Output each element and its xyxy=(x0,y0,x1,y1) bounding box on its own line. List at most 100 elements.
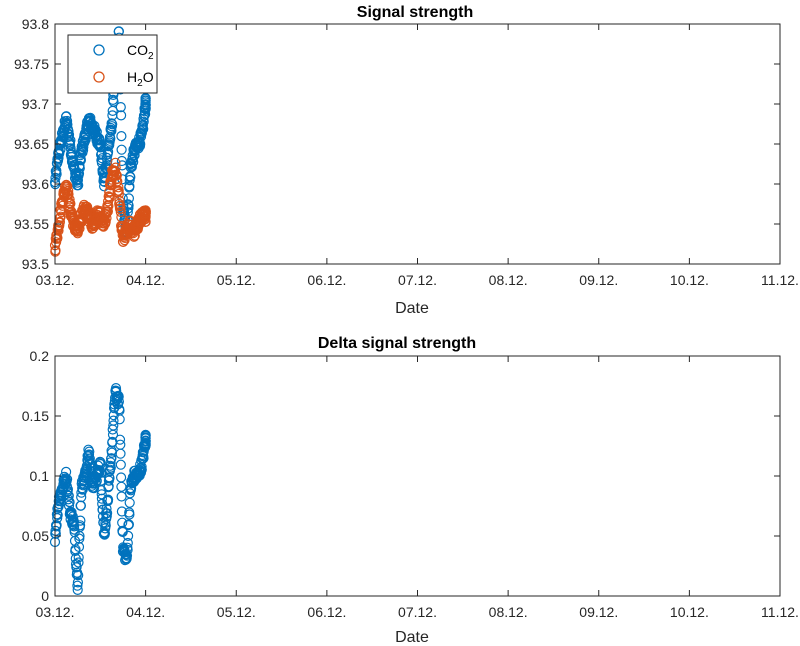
data-point xyxy=(61,115,73,127)
data-point xyxy=(116,491,127,502)
x-tick-label: 04.12. xyxy=(126,604,165,620)
data-point xyxy=(136,464,147,475)
data-point xyxy=(110,157,121,168)
data-point xyxy=(140,102,151,113)
y-tick-label: 93.8 xyxy=(22,16,49,32)
x-tick-label: 06.12. xyxy=(307,272,346,288)
data-point xyxy=(72,577,84,588)
data-point xyxy=(115,459,126,470)
y-tick-label: 93.7 xyxy=(22,96,49,112)
data-point xyxy=(72,580,83,591)
data-point xyxy=(80,134,91,145)
data-point xyxy=(116,131,127,142)
legend: CO2 H2O xyxy=(67,34,158,94)
x-tick-label: 09.12. xyxy=(579,604,618,620)
x-tick-label: 10.12. xyxy=(670,272,709,288)
data-point xyxy=(126,161,137,172)
data-point xyxy=(64,194,75,205)
data-point xyxy=(72,584,83,596)
y-tick-label: 0.1 xyxy=(30,468,50,484)
data-point xyxy=(114,195,125,206)
data-point xyxy=(72,175,84,186)
data-point xyxy=(73,168,85,179)
data-point xyxy=(106,453,117,464)
x-tick-label: 10.12. xyxy=(670,604,709,620)
y-tick-label: 93.75 xyxy=(14,56,49,72)
y-tick-label: 93.55 xyxy=(14,216,49,232)
data-point xyxy=(115,110,127,121)
x-tick-label: 07.12. xyxy=(398,272,437,288)
data-point xyxy=(108,415,119,426)
data-point xyxy=(140,206,151,217)
data-point xyxy=(113,391,124,402)
data-point xyxy=(137,447,148,458)
y-tick-label: 93.5 xyxy=(22,256,49,272)
chart-title: Signal strength xyxy=(357,4,473,21)
data-point xyxy=(73,541,85,553)
data-point xyxy=(62,181,73,192)
x-axis: 03.12. 04.12. 05.12. 06.12. 07.12. 08.12. 09.1… xyxy=(36,24,799,288)
data-point xyxy=(128,156,139,168)
data-point xyxy=(61,474,73,485)
data-point xyxy=(105,457,116,468)
data-point xyxy=(122,544,133,556)
data-point xyxy=(73,570,84,581)
data-points xyxy=(49,383,151,596)
data-point xyxy=(140,440,151,451)
data-point xyxy=(66,509,77,520)
data-point xyxy=(65,135,76,146)
x-tick-label: 05.12. xyxy=(217,604,256,620)
x-tick-label: 09.12. xyxy=(579,272,618,288)
data-point xyxy=(75,500,87,511)
data-point xyxy=(99,176,110,188)
x-tick-label: 08.12. xyxy=(489,272,528,288)
x-axis-label: Date xyxy=(395,629,429,646)
x-tick-label: 06.12. xyxy=(307,604,346,620)
data-point xyxy=(113,188,125,199)
x-tick-label: 08.12. xyxy=(489,604,528,620)
data-point xyxy=(140,216,151,227)
data-point xyxy=(138,116,149,127)
data-point xyxy=(82,456,94,467)
x-tick-label: 11.12. xyxy=(761,272,799,288)
data-point xyxy=(94,135,105,146)
x-tick-label: 04.12. xyxy=(126,272,165,288)
y-tick-label: 93.65 xyxy=(14,136,49,152)
data-point xyxy=(124,497,135,508)
data-point xyxy=(51,165,62,176)
data-point xyxy=(138,123,149,135)
data-point xyxy=(140,95,151,106)
data-point xyxy=(103,191,115,202)
data-point xyxy=(68,159,80,171)
y-axis: 93.5 93.55 93.6 93.65 93.7 93.75 93.8 xyxy=(14,16,780,272)
y-tick-label: 0 xyxy=(41,588,49,604)
legend-marker-h2o xyxy=(93,71,105,83)
data-point xyxy=(116,155,128,167)
data-point xyxy=(101,207,113,218)
data-point xyxy=(108,420,119,431)
plot-area xyxy=(54,355,781,597)
data-point xyxy=(115,206,126,218)
x-tick-label: 05.12. xyxy=(217,272,256,288)
y-tick-label: 0.2 xyxy=(30,348,50,364)
data-point xyxy=(115,101,126,113)
chart-title: Delta signal strength xyxy=(318,335,476,352)
y-tick-label: 0.15 xyxy=(22,408,49,424)
legend-label-h2o: H2O xyxy=(127,69,154,89)
data-point xyxy=(110,162,121,173)
data-point xyxy=(51,520,62,531)
y-axis: 0 0.05 0.1 0.15 0.2 xyxy=(22,348,780,604)
data-point xyxy=(56,489,67,500)
data-point xyxy=(113,185,124,196)
legend-label-co2: CO2 xyxy=(127,42,154,62)
data-point xyxy=(61,111,72,122)
legend-box xyxy=(67,34,158,94)
data-point xyxy=(55,211,66,222)
data-point xyxy=(115,448,126,459)
data-point xyxy=(123,530,134,542)
data-point xyxy=(139,110,150,121)
data-point xyxy=(104,192,115,203)
data-point xyxy=(75,515,86,526)
data-point xyxy=(71,562,82,573)
